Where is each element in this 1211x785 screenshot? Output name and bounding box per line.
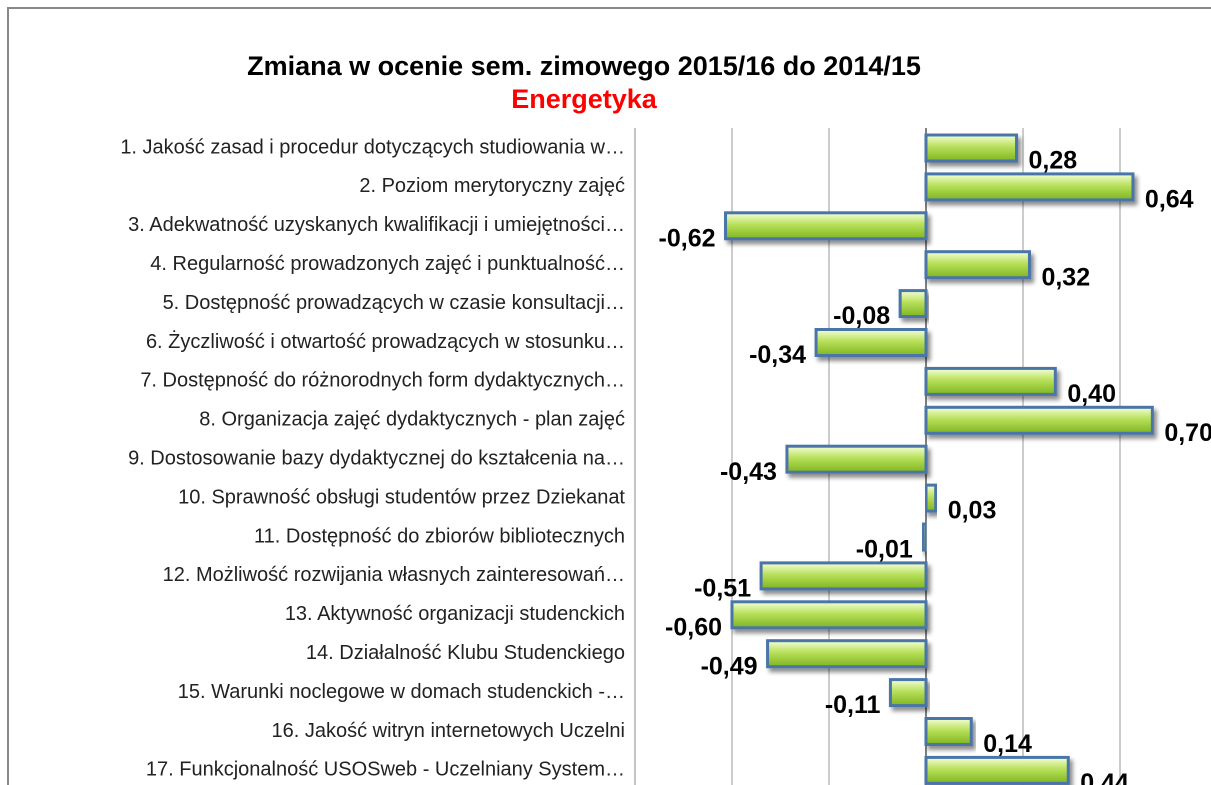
frame [7,7,1211,785]
bar [924,483,938,513]
bar [766,639,928,669]
category-label: 5. Dostępność prowadzących w czasie kons… [163,292,625,314]
bar [924,172,1135,202]
value-label: 0,28 [1029,147,1078,175]
category-label: 16. Jakość witryn internetowych Uczelni [272,720,625,742]
bar [924,366,1057,396]
category-label: 12. Możliwość rozwijania własnych zainte… [163,564,625,586]
value-label: -0,34 [749,341,806,369]
bar [724,211,928,241]
category-label: 7. Dostępność do różnorodnych form dydak… [140,370,625,392]
value-label: 0,64 [1145,186,1194,214]
value-label: 0,14 [983,730,1032,758]
value-label: 0,32 [1041,263,1090,291]
category-label: 15. Warunki noclegowe w domach studencki… [178,681,625,703]
category-label: 17. Funkcjonalność USOSweb - Uczelniany … [146,759,625,781]
bar [924,405,1154,435]
value-label: -0,49 [701,652,758,680]
category-label: 4. Regularność prowadzonych zajęć i punk… [150,253,625,275]
category-label: 9. Dostosowanie bazy dydaktycznej do ksz… [128,447,625,469]
bar [924,133,1019,163]
bar [924,717,973,746]
value-label: 0,40 [1067,380,1116,408]
category-label: 6. Życzliwość i otwartość prowadzących w… [146,330,625,353]
bar [898,289,928,319]
bar [730,600,928,630]
value-label: -0,08 [833,302,890,330]
value-label: -0,51 [694,575,751,603]
value-label: -0,60 [665,613,722,641]
value-label: -0,11 [825,691,881,719]
chart-title: Zmiana w ocenie sem. zimowego 2015/16 do… [247,51,921,81]
category-label: 14. Działalność Klubu Studenckiego [306,642,625,664]
value-label: 0,44 [1080,769,1129,785]
value-label: -0,62 [659,224,716,252]
bar [888,678,928,708]
category-label: 3. Adekwatność uzyskanych kwalifikacji i… [128,214,625,236]
category-label: 11. Dostępność do zbiorów bibliotecznych [254,525,625,547]
bar [814,328,928,357]
bar [924,250,1031,280]
category-label: 1. Jakość zasad i procedur dotyczących s… [120,136,625,158]
category-label: 2. Poziom merytoryczny zajęć [359,175,625,197]
bar [921,522,928,552]
bar [924,755,1070,785]
category-label: 10. Sprawność obsługi studentów przez Dz… [178,486,625,508]
chart-subtitle: Energetyka [511,84,658,114]
category-label: 13. Aktywność organizacji studenckich [285,603,625,625]
value-label: -0,01 [856,536,913,564]
value-label: 0,70 [1164,419,1211,447]
category-label: 8. Organizacja zajęć dydaktycznych - pla… [199,409,625,431]
bar [785,444,928,474]
value-label: 0,03 [948,497,997,525]
value-label: -0,43 [720,458,777,486]
bar [759,561,928,591]
